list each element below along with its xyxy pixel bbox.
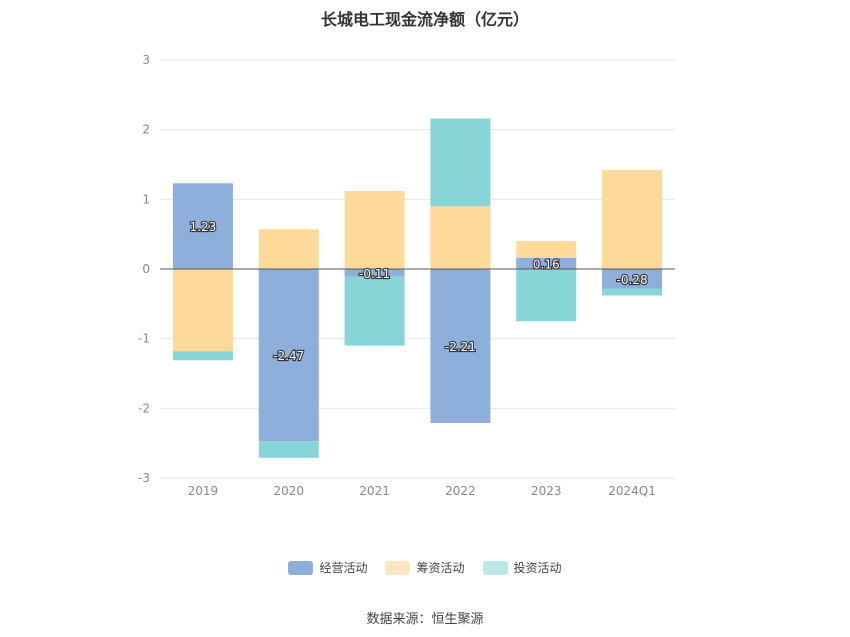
y-tick-label: -1 <box>138 332 150 346</box>
bar-筹资活动-2022 <box>430 206 491 269</box>
bar-chart: 1.23 -2.47 -0.11 -2.21 0.16 -0.28 3 2 1 0 -1 -2 -3 2… <box>138 53 675 498</box>
data-source: 数据来源：恒生聚源 <box>366 612 484 627</box>
bar-经营活动-2019 <box>172 183 233 269</box>
legend-item-operating[interactable]: 经营活动 <box>288 559 367 576</box>
x-tick-label: 2020 <box>273 484 304 498</box>
bar-投资活动-2022 <box>430 118 491 207</box>
bar-投资活动-2024Q1 <box>602 288 663 296</box>
x-tick-label: 2022 <box>445 484 476 498</box>
axis-labels: 3 2 1 0 -1 -2 -3 2019 2020 2021 2022 2023 2024Q1 <box>138 53 656 498</box>
y-tick-label: 2 <box>142 123 150 137</box>
bar-经营活动-2021 <box>344 269 405 277</box>
data-label: -2.21 <box>445 340 476 354</box>
legend-label-operating: 经营活动 <box>319 561 368 575</box>
bar-筹资活动-2021 <box>344 190 405 269</box>
bar-投资活动-2023 <box>516 269 577 322</box>
bar-筹资活动-2019 <box>172 269 233 352</box>
legend-swatch-investing <box>482 560 508 575</box>
legend: 经营活动 筹资活动 投资活动 <box>0 559 850 576</box>
bar-经营活动-2020 <box>258 269 319 442</box>
data-label: 0.16 <box>533 257 560 271</box>
x-tick-label: 2024Q1 <box>608 484 656 498</box>
chart-title: 长城电工现金流净额（亿元） <box>320 10 529 29</box>
y-tick-label: -3 <box>138 471 150 485</box>
x-tick-label: 2019 <box>188 484 219 498</box>
bar-投资活动-2019 <box>172 351 233 361</box>
bar-经营活动-2024Q1 <box>602 269 663 289</box>
bar-投资活动-2020 <box>258 441 319 458</box>
data-label: -0.11 <box>359 267 390 281</box>
legend-item-financing[interactable]: 筹资活动 <box>385 559 465 576</box>
legend-label-investing: 投资活动 <box>513 561 562 575</box>
data-label: 1.23 <box>190 220 217 234</box>
bar-投资活动-2021 <box>344 276 405 346</box>
y-tick-label: 3 <box>142 53 150 67</box>
y-tick-label: 0 <box>142 262 150 276</box>
bar-筹资活动-2023 <box>516 241 577 258</box>
data-labels: 1.23 -2.47 -0.11 -2.21 0.16 -0.28 <box>188 219 648 364</box>
bar-筹资活动-2024Q1 <box>602 170 663 269</box>
data-label: -2.47 <box>273 349 304 363</box>
legend-swatch-operating <box>288 560 314 575</box>
x-tick-label: 2023 <box>531 484 562 498</box>
y-tick-label: 1 <box>142 192 150 206</box>
bar-筹资活动-2020 <box>258 229 319 269</box>
y-tick-label: -2 <box>138 401 150 415</box>
legend-label-financing: 筹资活动 <box>416 561 465 575</box>
bar-经营活动-2022 <box>430 269 491 423</box>
bars <box>172 118 663 458</box>
bar-经营活动-2023 <box>516 257 577 269</box>
x-tick-label: 2021 <box>359 484 390 498</box>
grid-lines <box>160 59 675 479</box>
legend-swatch-financing <box>385 560 411 575</box>
data-label: -0.28 <box>617 273 648 287</box>
legend-item-investing[interactable]: 投资活动 <box>482 559 562 576</box>
